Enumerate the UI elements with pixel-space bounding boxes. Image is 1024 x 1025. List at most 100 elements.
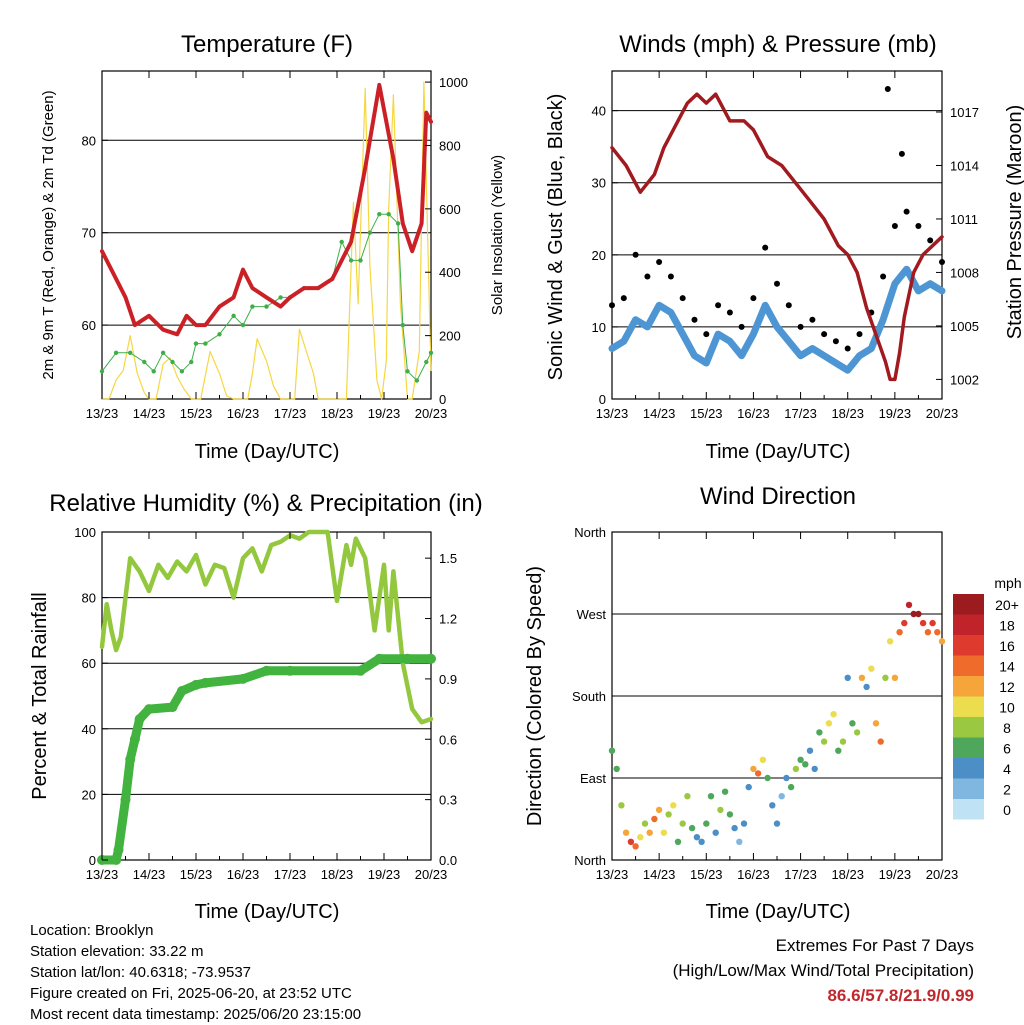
y2-tick-label: 1008 <box>950 265 979 280</box>
temperature-panel: Temperature (F) 607080020040060080010001… <box>40 31 506 463</box>
x-tick-label: 15/23 <box>690 406 723 421</box>
y-tick-label: 20 <box>592 248 606 263</box>
x-tick-label: 19/23 <box>879 867 912 882</box>
rainfall-point <box>120 794 131 805</box>
legend-label: 10 <box>999 700 1015 716</box>
y-tick-label: East <box>580 771 606 786</box>
rainfall-point <box>261 665 272 676</box>
y-tick-label: South <box>572 689 606 704</box>
y-tick-label: North <box>574 525 606 540</box>
wind-direction-xlabel: Time (Day/UTC) <box>706 901 851 923</box>
temperature-xlabel: Time (Day/UTC) <box>195 441 340 463</box>
direction-point <box>910 610 917 618</box>
y-tick-label: 20 <box>82 787 96 802</box>
gust-point <box>880 273 887 280</box>
direction-point <box>915 610 922 618</box>
direction-point <box>679 820 686 827</box>
direction-point <box>773 820 781 827</box>
gust-point <box>738 323 745 330</box>
legend-label: 4 <box>1003 761 1011 777</box>
x-tick-label: 19/23 <box>368 867 401 882</box>
direction-point <box>905 601 913 609</box>
legend-swatch <box>953 594 984 615</box>
rainfall-point <box>200 677 211 688</box>
dewpoint-point <box>339 239 344 245</box>
y2-tick-label: 1014 <box>950 158 979 173</box>
direction-point <box>938 638 946 645</box>
x-tick-label: 13/23 <box>86 406 119 421</box>
y2-tick-label: 0.9 <box>439 672 457 687</box>
rainfall-point <box>129 734 140 745</box>
direction-point <box>608 747 616 754</box>
dewpoint-point <box>128 350 133 355</box>
dewpoint-point <box>428 350 434 355</box>
y-tick-label: 100 <box>74 525 96 540</box>
wind-direction-panel: Wind Direction NorthEastSouthWestNorth13… <box>524 483 1022 923</box>
x-tick-label: 14/23 <box>133 406 166 421</box>
gust-point <box>903 208 910 215</box>
direction-point <box>839 738 847 745</box>
x-tick-label: 17/23 <box>274 867 307 882</box>
legend-swatch <box>953 614 984 635</box>
direction-point <box>811 765 818 773</box>
direction-point <box>726 811 734 818</box>
direction-point <box>844 674 851 681</box>
dewpoint-point <box>160 350 166 355</box>
gust-point <box>667 273 674 280</box>
gust-point <box>656 259 663 265</box>
y2-tick-label: 1002 <box>950 372 979 387</box>
direction-point <box>731 824 738 832</box>
direction-point <box>655 806 663 814</box>
humidity-line <box>99 529 434 725</box>
gust-point <box>774 280 780 287</box>
x-tick-label: 20/23 <box>415 406 448 421</box>
winds-xlabel: Time (Day/UTC) <box>706 441 851 463</box>
rainfall-point <box>426 653 436 664</box>
timestamp-text: Most recent data timestamp: 2025/06/20 2… <box>30 1006 362 1023</box>
direction-point <box>849 720 856 727</box>
gust-point <box>915 223 922 229</box>
x-tick-label: 16/23 <box>227 867 260 882</box>
gust-point <box>821 331 828 338</box>
y2-tick-label: 0.3 <box>439 793 457 808</box>
direction-point <box>769 802 776 809</box>
y-tick-label: West <box>577 607 607 622</box>
direction-point <box>693 834 701 841</box>
winds-y2label: Station Pressure (Maroon) <box>1004 105 1024 340</box>
latlon-text: Station lat/lon: 40.6318; -73.9537 <box>30 964 252 981</box>
gust-point <box>620 295 627 302</box>
direction-point <box>637 834 644 841</box>
gust-point <box>644 273 651 280</box>
gust-point <box>939 259 945 265</box>
temperature-ylabel: 2m & 9m T (Red, Orange) & 2m Td (Green) <box>40 90 57 379</box>
dewpoint-point <box>395 221 401 226</box>
rainfall-point <box>144 704 154 715</box>
x-tick-label: 13/23 <box>596 867 629 882</box>
humidity-title: Relative Humidity (%) & Precipitation (i… <box>49 490 482 517</box>
y2-tick-label: 1.5 <box>439 551 457 566</box>
direction-point <box>868 665 875 672</box>
x-tick-label: 16/23 <box>737 867 770 882</box>
gust-point <box>832 338 839 345</box>
x-tick-label: 13/23 <box>596 406 629 421</box>
gust-point <box>856 331 863 338</box>
direction-point <box>901 619 908 627</box>
x-tick-label: 14/23 <box>643 406 676 421</box>
gust-point <box>785 302 792 309</box>
gust-point <box>884 86 891 92</box>
y2-tick-label: 1.2 <box>439 612 457 627</box>
direction-point <box>877 738 884 745</box>
dewpoint-point <box>250 304 255 309</box>
direction-point <box>750 765 757 773</box>
extremes-box: Extremes For Past 7 Days (High/Low/Max W… <box>673 933 974 1008</box>
rainfall-point <box>402 653 413 664</box>
extremes-subheading: (High/Low/Max Wind/Total Precipitation) <box>672 961 974 980</box>
gust-point <box>891 223 898 229</box>
gust-point <box>750 295 757 302</box>
y-tick-label: 70 <box>82 226 96 241</box>
wind-direction-title: Wind Direction <box>700 483 856 510</box>
y2-tick-label: 0 <box>439 392 446 407</box>
rainfall-point <box>176 686 187 696</box>
direction-point <box>802 761 809 768</box>
dewpoint-point <box>142 359 147 365</box>
